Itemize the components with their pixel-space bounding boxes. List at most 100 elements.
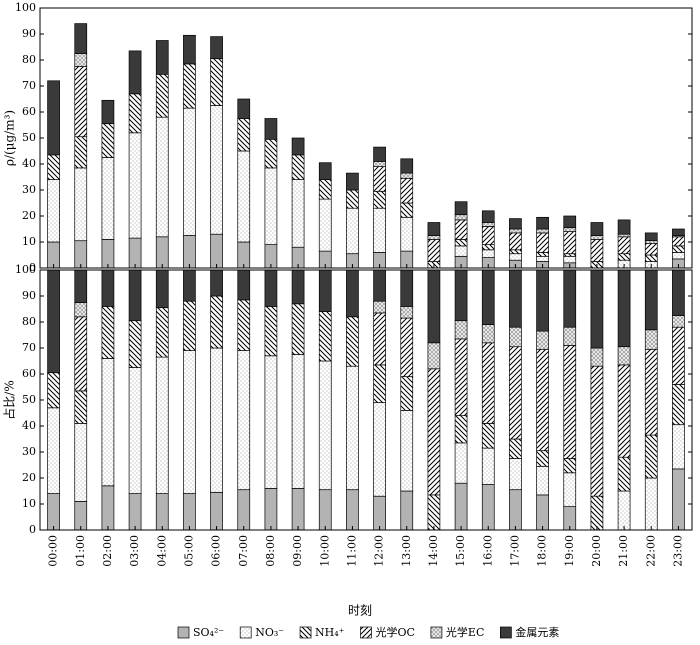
bar-segment — [155, 116, 169, 238]
bar-segment — [74, 269, 88, 303]
y-tick-label: 50 — [22, 131, 36, 144]
x-tick-label: 02:00 — [101, 535, 114, 567]
bar-segment — [155, 493, 169, 531]
bar-segment — [672, 326, 685, 385]
bar-segment — [672, 468, 685, 531]
x-tick-label: 03:00 — [128, 535, 141, 567]
legend-swatch — [299, 626, 312, 639]
bar-segment — [128, 493, 142, 531]
bar-segment — [210, 58, 223, 106]
bar-segment — [210, 491, 223, 531]
bar-segment — [128, 320, 142, 368]
x-tick-label: 10:00 — [318, 535, 331, 567]
bar-segment — [155, 236, 169, 269]
bar-segment — [237, 118, 251, 152]
legend-label: NH₄⁺ — [315, 626, 345, 639]
bar-segment — [454, 219, 468, 240]
bar-segment — [644, 242, 658, 256]
bar-segment — [454, 239, 468, 247]
bar-segment — [400, 490, 414, 531]
x-tick-label: 12:00 — [373, 535, 386, 567]
bar-segment — [481, 226, 495, 245]
bar-segment — [454, 442, 468, 484]
x-tick-label: 13:00 — [400, 535, 413, 567]
x-tick-label: 22:00 — [644, 535, 657, 567]
bar-segment — [672, 269, 685, 316]
bar-segment — [128, 50, 142, 95]
bar-segment — [536, 348, 549, 452]
legend-swatch — [500, 626, 512, 639]
bar-segment — [672, 228, 685, 236]
bar-segment — [481, 222, 495, 227]
bar-segment — [47, 80, 60, 156]
x-tick-label: 19:00 — [563, 535, 576, 567]
bar-segment — [264, 306, 278, 357]
bar-segment — [617, 456, 631, 492]
bar-segment — [74, 423, 88, 502]
bar-segment — [291, 137, 305, 156]
bar-segment — [400, 202, 414, 218]
legend-swatch — [177, 626, 190, 639]
bar-segment — [672, 245, 685, 253]
bar-segment — [672, 252, 685, 260]
bar-segment — [454, 245, 468, 257]
bar-segment — [101, 485, 115, 531]
x-tick-label: 06:00 — [210, 535, 223, 567]
bar-segment — [536, 252, 549, 257]
y-tick-label: 30 — [22, 183, 36, 196]
bar-segment — [400, 269, 414, 307]
bar-segment — [183, 300, 196, 351]
bar-segment — [563, 458, 577, 474]
bar-segment — [454, 201, 468, 216]
x-tick-label: 08:00 — [264, 535, 277, 567]
bar-segment — [617, 236, 631, 255]
bar-segment — [128, 132, 142, 239]
bar-segment — [617, 269, 631, 348]
bar-segment — [47, 493, 60, 531]
bar-segment — [210, 36, 223, 60]
bar-segment — [590, 347, 604, 367]
bar-segment — [155, 356, 169, 494]
bar-segment — [427, 235, 441, 240]
bar-segment — [346, 207, 359, 255]
bar-segment — [373, 312, 386, 366]
bar-segment — [373, 269, 386, 302]
y-tick-label: 50 — [22, 393, 36, 406]
bar-segment — [74, 316, 88, 392]
bar-segment — [264, 269, 278, 307]
bar-segment — [183, 493, 196, 531]
bar-segment — [481, 484, 495, 531]
bar-segment — [427, 222, 441, 236]
bar-segment — [672, 315, 685, 328]
x-tick-label: 11:00 — [345, 535, 358, 567]
bar-segment — [590, 235, 604, 240]
bar-segment — [128, 269, 142, 322]
bar-segment — [644, 240, 658, 244]
bar-segment — [509, 269, 522, 328]
legend: SO₄²⁻ NO₃⁻ NH₄⁺ 光学OC 光学EC 金属元素 — [177, 625, 559, 639]
x-tick-label: 20:00 — [590, 535, 603, 567]
bar-segment — [536, 232, 549, 253]
bar-segment — [264, 488, 278, 531]
bar-segment — [47, 154, 60, 180]
x-tick-label: 04:00 — [155, 535, 168, 567]
bar-segment — [155, 307, 169, 358]
bar-segment — [237, 299, 251, 351]
bar-segment — [536, 330, 549, 350]
x-tick-label: 21:00 — [617, 535, 630, 567]
bar-segment — [509, 232, 522, 251]
bar-segment — [47, 269, 60, 374]
x-tick-label: 09:00 — [291, 535, 304, 567]
bar-segment — [74, 167, 88, 242]
y-axis-title: 占比/% — [2, 380, 17, 419]
y-axis-title: ρ/(μg/m³) — [3, 110, 17, 166]
bar-segment — [237, 269, 251, 301]
bar-segment — [427, 368, 441, 496]
x-tick-label: 23:00 — [671, 535, 684, 567]
x-tick-label: 14:00 — [427, 535, 440, 567]
bar-segment — [183, 235, 196, 269]
x-tick-label: 15:00 — [454, 535, 467, 567]
bar-segment — [155, 73, 169, 118]
bar-segment — [400, 376, 414, 411]
bar-segment — [590, 365, 604, 497]
